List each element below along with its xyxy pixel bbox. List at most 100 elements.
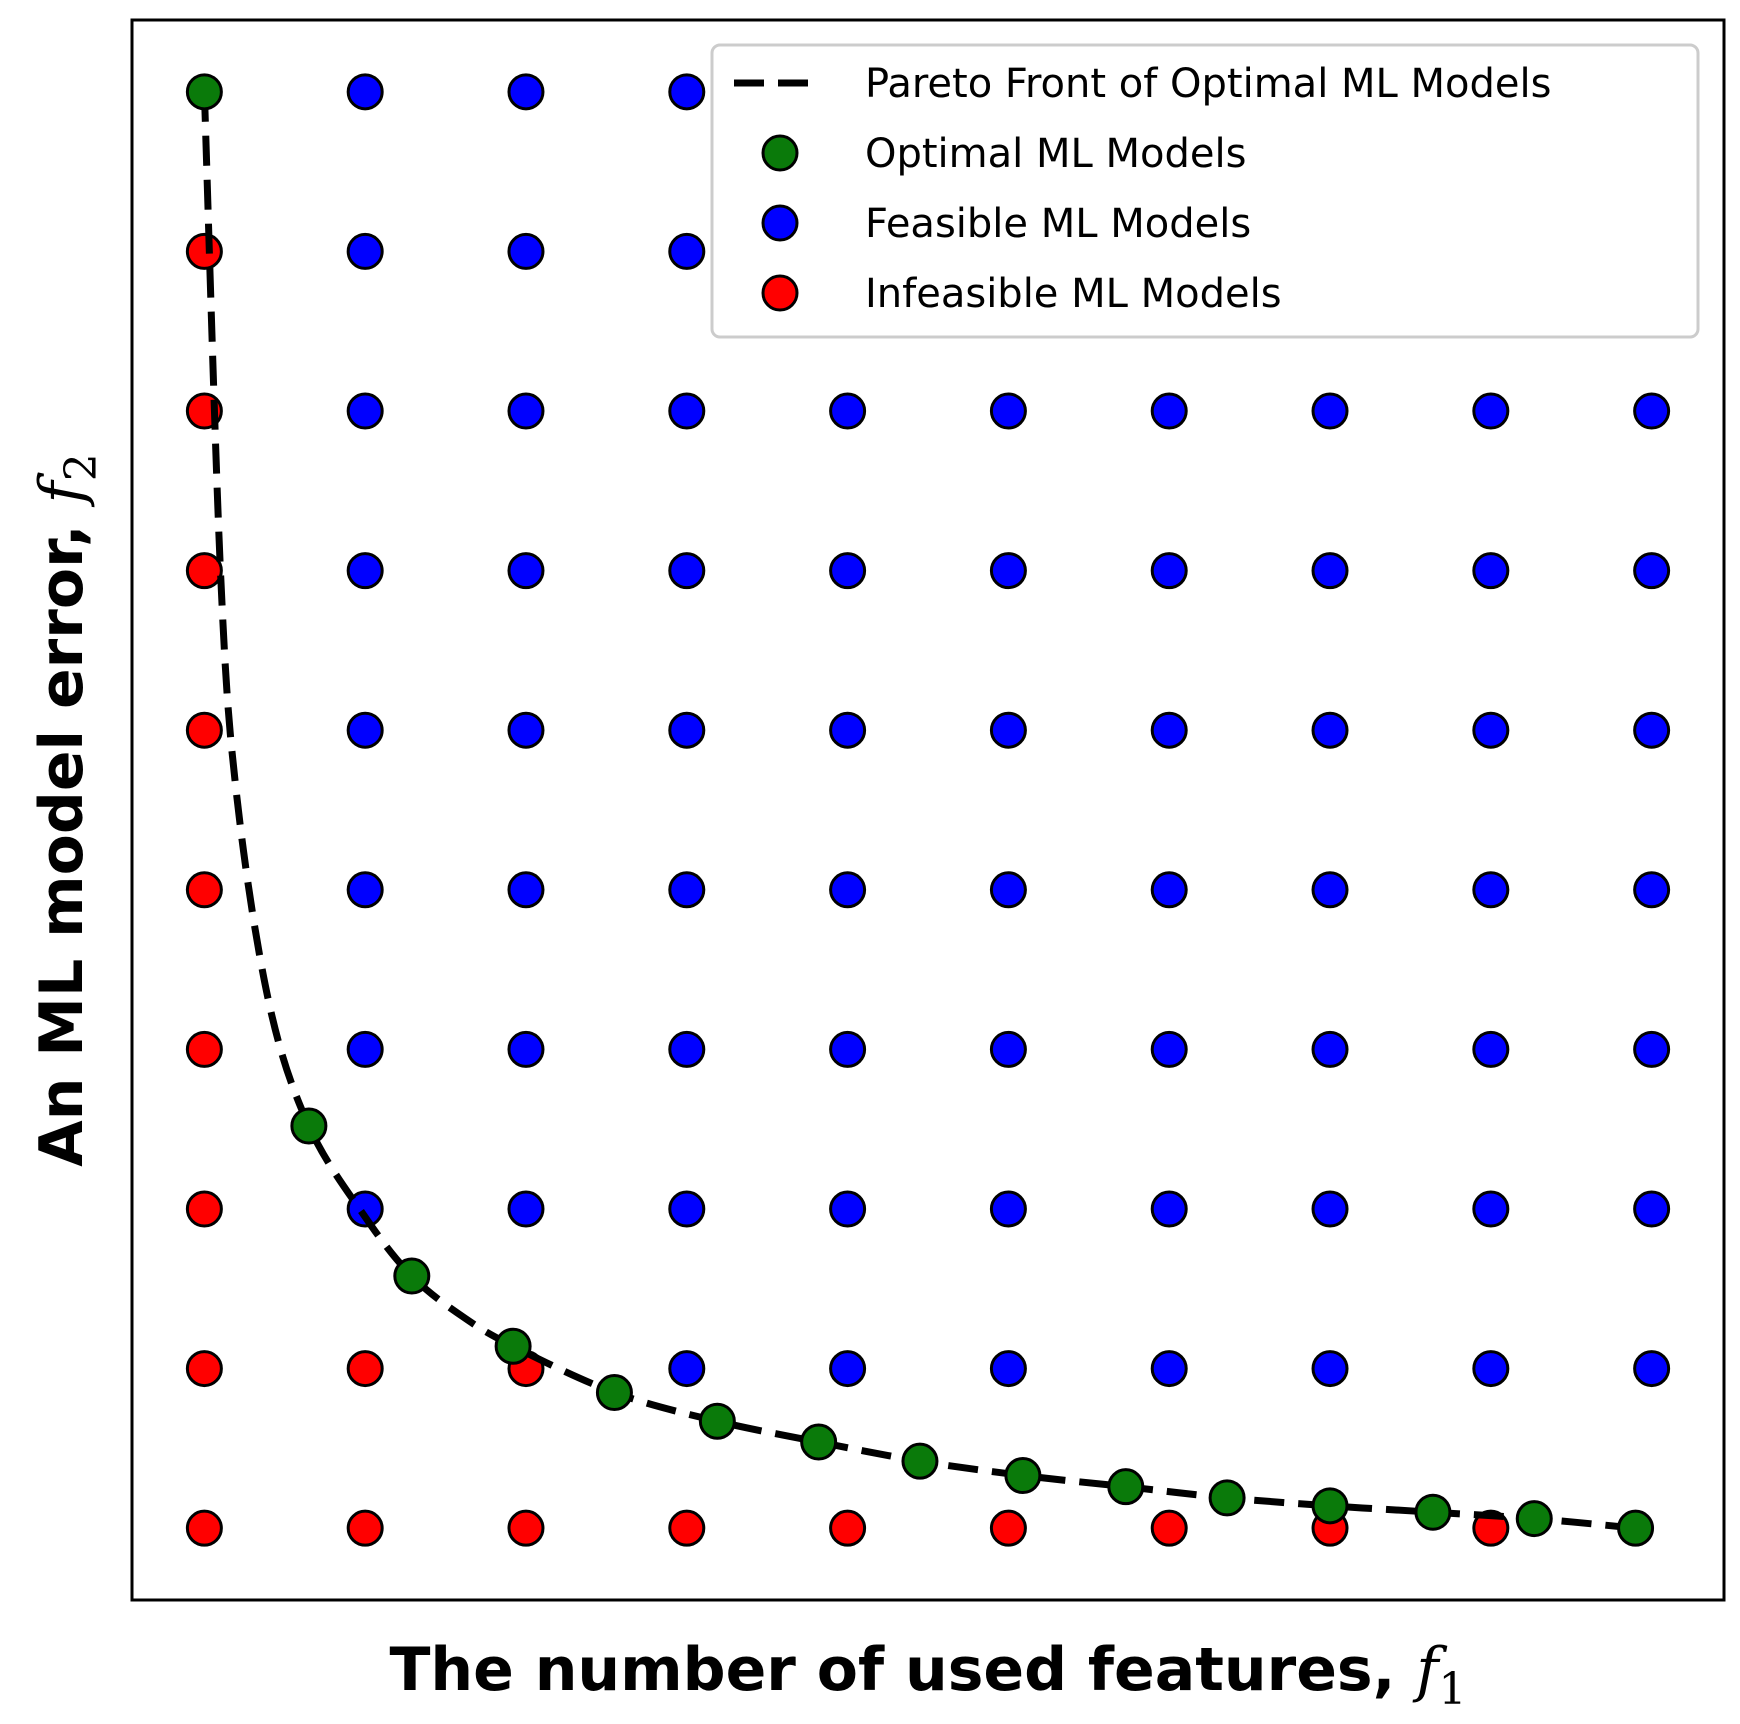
feasible-point-4: [507, 232, 545, 270]
feasible-point-54: [829, 1190, 867, 1228]
legend-label-infeasible: Infeasible ML Models: [865, 271, 1282, 317]
feasible-point-30: [1311, 711, 1349, 749]
infeasible-point-14: [829, 1509, 867, 1547]
optimal-point-3: [494, 1327, 532, 1365]
infeasible-point-7: [185, 1350, 223, 1388]
feasible-point-46: [989, 1030, 1027, 1068]
feasible-point-14: [1633, 392, 1671, 430]
feasible-point-37: [989, 871, 1027, 909]
feasible-point-48: [1311, 1030, 1349, 1068]
feasible-point-6: [346, 392, 384, 430]
infeasible-point-11: [346, 1509, 384, 1547]
optimal-point-0: [185, 73, 223, 111]
infeasible-point-8: [346, 1350, 384, 1388]
feasible-point-31: [1472, 711, 1510, 749]
feasible-point-22: [1472, 552, 1510, 590]
feasible-point-44: [668, 1030, 706, 1068]
optimal-point-6: [800, 1423, 838, 1461]
legend-label-pareto: Pareto Front of Optimal ML Models: [865, 61, 1551, 107]
feasible-point-35: [668, 871, 706, 909]
feasible-point-26: [668, 711, 706, 749]
feasible-point-49: [1472, 1030, 1510, 1068]
optimal-point-7: [901, 1442, 939, 1480]
infeasible-point-13: [668, 1509, 706, 1547]
optimal-point-5: [698, 1402, 736, 1440]
feasible-point-63: [1150, 1350, 1188, 1388]
feasible-point-21: [1311, 552, 1349, 590]
feasible-point-62: [989, 1350, 1027, 1388]
feasible-point-16: [507, 552, 545, 590]
legend-box: [710, 43, 1700, 339]
optimal-point-8: [1004, 1457, 1042, 1495]
feasible-point-56: [1150, 1190, 1188, 1228]
feasible-point-64: [1311, 1350, 1349, 1388]
feasible-point-10: [989, 392, 1027, 430]
feasible-point-32: [1633, 711, 1671, 749]
feasible-point-33: [346, 871, 384, 909]
feasible-point-12: [1311, 392, 1349, 430]
infeasible-point-10: [185, 1509, 223, 1547]
feasible-point-38: [1150, 871, 1188, 909]
infeasible-point-12: [507, 1509, 545, 1547]
feasible-point-59: [1633, 1190, 1671, 1228]
feasible-point-50: [1633, 1030, 1671, 1068]
optimal-point-13: [1515, 1500, 1553, 1538]
feasible-point-61: [829, 1350, 867, 1388]
feasible-point-58: [1472, 1190, 1510, 1228]
feasible-point-60: [668, 1350, 706, 1388]
feasible-point-20: [1150, 552, 1188, 590]
feasible-point-55: [989, 1190, 1027, 1228]
feasible-point-36: [829, 871, 867, 909]
feasible-point-42: [346, 1030, 384, 1068]
optimal-point-1: [290, 1107, 328, 1145]
feasible-point-17: [668, 552, 706, 590]
infeasible-point-0: [185, 232, 223, 270]
x-axis-label: The number of used features, f1: [389, 1635, 1466, 1715]
feasible-point-8: [668, 392, 706, 430]
infeasible-point-16: [1150, 1509, 1188, 1547]
legend-label-feasible: Feasible ML Models: [865, 201, 1251, 247]
feasible-point-39: [1311, 871, 1349, 909]
feasible-point-40: [1472, 871, 1510, 909]
markers-layer: [185, 73, 1671, 1547]
feasible-point-28: [989, 711, 1027, 749]
feasible-point-27: [829, 711, 867, 749]
feasible-point-2: [668, 73, 706, 111]
legend-swatch-infeasible: [761, 274, 799, 312]
feasible-point-65: [1472, 1350, 1510, 1388]
feasible-point-3: [346, 232, 384, 270]
infeasible-point-4: [185, 871, 223, 909]
optimal-point-14: [1617, 1509, 1655, 1547]
feasible-point-0: [346, 73, 384, 111]
optimal-point-2: [393, 1257, 431, 1295]
infeasible-point-15: [989, 1509, 1027, 1547]
infeasible-point-6: [185, 1190, 223, 1228]
feasible-point-43: [507, 1030, 545, 1068]
feasible-point-52: [507, 1190, 545, 1228]
infeasible-point-3: [185, 711, 223, 749]
feasible-point-5: [668, 232, 706, 270]
feasible-point-53: [668, 1190, 706, 1228]
feasible-point-1: [507, 73, 545, 111]
feasible-point-34: [507, 871, 545, 909]
legend-swatch-feasible: [761, 204, 799, 242]
feasible-point-18: [829, 552, 867, 590]
feasible-point-66: [1633, 1350, 1671, 1388]
infeasible-point-5: [185, 1030, 223, 1068]
infeasible-point-2: [185, 552, 223, 590]
y-axis-label: An ML model error, f2: [27, 453, 107, 1166]
feasible-point-9: [829, 392, 867, 430]
feasible-point-51: [346, 1190, 384, 1228]
optimal-point-4: [595, 1374, 633, 1412]
optimal-point-9: [1107, 1468, 1145, 1506]
feasible-point-57: [1311, 1190, 1349, 1228]
feasible-point-13: [1472, 392, 1510, 430]
feasible-point-41: [1633, 871, 1671, 909]
optimal-point-12: [1414, 1493, 1452, 1531]
infeasible-point-18: [1472, 1509, 1510, 1547]
feasible-point-45: [829, 1030, 867, 1068]
optimal-point-11: [1311, 1487, 1349, 1525]
optimal-point-10: [1208, 1479, 1246, 1517]
feasible-point-25: [507, 711, 545, 749]
feasible-point-24: [346, 711, 384, 749]
